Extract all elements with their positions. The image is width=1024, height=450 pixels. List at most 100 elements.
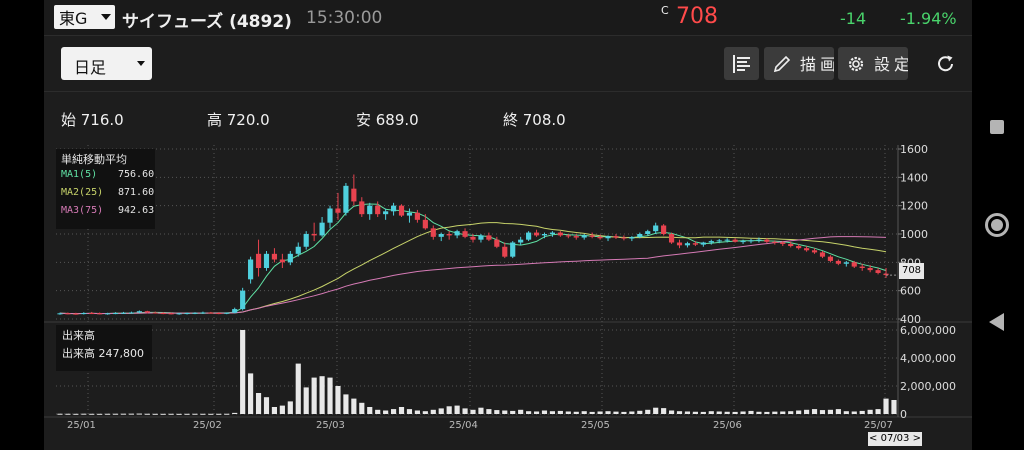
candle-body: [295, 246, 301, 254]
market-select[interactable]: 東G: [54, 5, 115, 29]
candle-body: [637, 234, 643, 238]
candle-body: [533, 232, 540, 236]
back-icon[interactable]: [989, 313, 1004, 331]
volume-bar: [613, 411, 619, 414]
candle-body: [367, 205, 373, 215]
volume-bar: [359, 402, 365, 414]
volume-bar: [835, 409, 841, 414]
candle-body: [375, 205, 381, 215]
period-select[interactable]: 日足: [61, 47, 152, 80]
volume-bar: [597, 411, 603, 414]
volume-bar: [891, 400, 897, 414]
candle-body: [279, 259, 285, 263]
list-icon: [733, 55, 750, 73]
candle-body: [740, 241, 746, 243]
volume-bar: [533, 411, 540, 414]
ma3-value: 942.63: [118, 205, 155, 216]
candle-body: [168, 313, 174, 315]
volume-bar: [510, 410, 516, 414]
volume-bar: [637, 410, 643, 414]
candle-body: [81, 313, 87, 315]
current-price: 708: [676, 4, 718, 29]
candle-body: [446, 234, 452, 236]
volume-bar: [732, 411, 738, 414]
volume-bar: [208, 413, 214, 415]
volume-bar: [438, 408, 444, 414]
volume-bar: [422, 411, 428, 414]
candle-body: [772, 241, 778, 243]
volume-bar: [271, 407, 278, 414]
stock-name: サイフューズ (4892): [122, 12, 292, 32]
volume-bar: [605, 411, 611, 414]
candle-body: [57, 313, 63, 315]
volume-bar: [446, 406, 452, 414]
candle-body: [661, 225, 667, 234]
candle-body: [120, 312, 127, 314]
chart-toolbar: 日足 描画 設定: [44, 36, 972, 92]
volume-bar: [700, 411, 706, 414]
candle-body: [748, 240, 754, 242]
volume-bar: [232, 412, 238, 414]
candle-body: [287, 253, 293, 263]
recent-apps-icon[interactable]: [990, 120, 1004, 134]
crosshair-date-tag[interactable]: < 07/03 >: [868, 432, 922, 446]
candle-body: [494, 239, 500, 247]
candle-body: [136, 311, 142, 313]
candle-body: [788, 243, 794, 247]
x-axis-label: 25/01: [67, 420, 96, 431]
volume-bar: [303, 387, 309, 414]
price-change-percent: -1.94%: [900, 9, 957, 28]
volume-bar: [684, 411, 691, 414]
candle-body: [668, 234, 675, 243]
ma3-label: MA3(75): [61, 205, 104, 216]
ma3-legend: MA3(75) 942.63: [61, 205, 154, 216]
volume-bar: [589, 411, 595, 414]
volume-bar: [89, 413, 95, 415]
volume-bar: [367, 407, 373, 414]
candle-body: [152, 312, 158, 314]
volume-bar: [565, 411, 571, 414]
volume-bar: [470, 409, 476, 414]
candle-body: [573, 236, 579, 238]
candle-body: [383, 211, 389, 215]
candle-body: [780, 242, 786, 244]
x-axis-label: 25/03: [316, 420, 345, 431]
quote-time: 15:30:00: [306, 8, 383, 28]
market-label: 東G: [59, 9, 88, 28]
volume-bar: [676, 411, 683, 414]
candle-body: [724, 239, 730, 241]
volume-bar: [240, 330, 246, 414]
candle-body: [502, 246, 508, 257]
candle-body: [557, 232, 563, 236]
candle-body: [518, 239, 524, 243]
home-icon-dot: [991, 219, 1003, 231]
candle-body: [597, 236, 603, 239]
volume-bar: [105, 413, 111, 415]
stock-chart[interactable]: 25/01 25/02 25/03 25/04 25/05 25/06 25/07 1600 1…: [44, 0, 972, 450]
volume-bar: [255, 393, 262, 414]
volume-bar: [883, 398, 889, 414]
quote-header: 東G サイフューズ (4892) 15:30:00 C 708 -14 -1.9…: [44, 0, 972, 36]
x-axis-label: 25/07: [864, 420, 893, 431]
indicator-list-button[interactable]: [724, 47, 759, 80]
candle-body: [756, 239, 762, 241]
settings-button[interactable]: 設定: [838, 47, 908, 80]
x-axis-label: 25/02: [193, 420, 222, 431]
candle-body: [589, 235, 595, 237]
draw-button[interactable]: 描画: [764, 47, 834, 80]
candle-body: [716, 240, 722, 242]
candle-body: [796, 246, 802, 249]
candle-body: [335, 208, 341, 213]
volume-bar: [112, 413, 119, 415]
refresh-icon[interactable]: [935, 53, 957, 75]
home-icon[interactable]: [985, 213, 1009, 237]
volume-bar: [526, 411, 532, 414]
volume-bar: [875, 409, 881, 414]
volume-tick-label: 2,000,000: [900, 380, 956, 393]
volume-bar: [740, 411, 746, 414]
x-axis-label: 25/04: [449, 420, 478, 431]
candle-body: [200, 312, 206, 314]
volume-bar: [343, 394, 349, 414]
volume-bar: [406, 409, 413, 414]
candle-body: [255, 253, 262, 268]
